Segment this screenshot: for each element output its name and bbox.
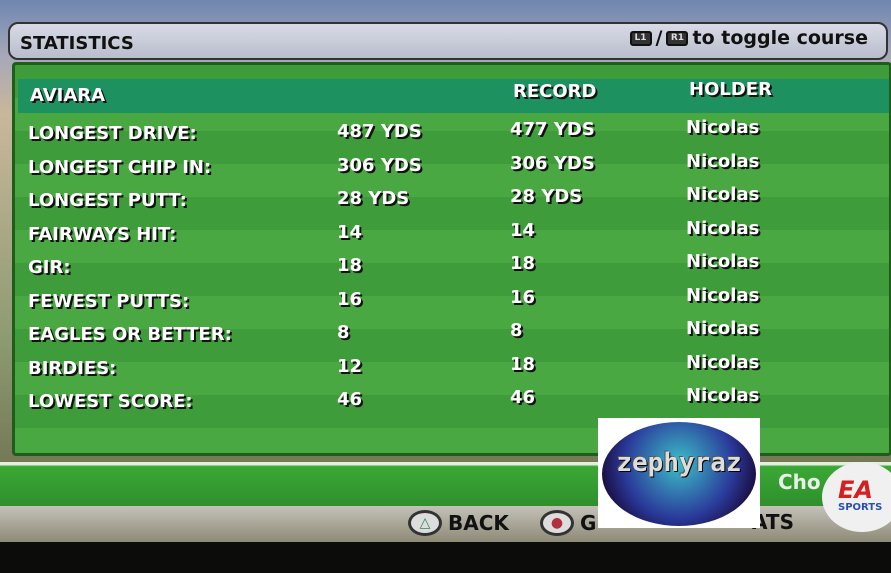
stat-value: 28 YDS bbox=[337, 188, 410, 209]
stat-record: 18 bbox=[510, 253, 536, 274]
watermark-text: zephyraz bbox=[616, 448, 742, 478]
stat-record: 14 bbox=[510, 219, 536, 241]
stat-holder: Nicolas bbox=[686, 284, 760, 306]
hint-separator: / bbox=[655, 27, 663, 49]
holder-column-header: HOLDER bbox=[689, 79, 772, 100]
back-label: BACK bbox=[448, 511, 509, 535]
stat-row: LONGEST CHIP IN: 306 YDS 306 YDS Nicolas bbox=[15, 151, 889, 184]
header-bar: STATISTICS L1 / R1 to toggle course bbox=[8, 22, 888, 60]
stat-value: 14 bbox=[337, 221, 363, 243]
stat-row: LONGEST DRIVE: 487 YDS 477 YDS Nicolas bbox=[15, 117, 889, 150]
stat-holder: Nicolas bbox=[686, 217, 760, 239]
circle-button-icon: ● bbox=[540, 510, 574, 536]
stat-value: 18 bbox=[337, 255, 363, 276]
screen-bezel bbox=[0, 542, 891, 573]
ea-logo-text: EA bbox=[838, 476, 873, 504]
stat-row: LONGEST PUTT: 28 YDS 28 YDS Nicolas bbox=[15, 184, 889, 217]
stat-holder: Nicolas bbox=[686, 117, 760, 138]
stat-record: 18 bbox=[510, 353, 536, 375]
stat-holder: Nicolas bbox=[686, 150, 760, 172]
stat-record: 28 YDS bbox=[510, 186, 583, 207]
stat-record: 46 bbox=[510, 387, 536, 408]
stat-value: 12 bbox=[337, 355, 363, 377]
circle-action-label: G bbox=[580, 511, 597, 535]
zephyraz-watermark: zephyraz bbox=[598, 418, 760, 528]
record-column-header: RECORD bbox=[513, 81, 597, 102]
page-title: STATISTICS bbox=[20, 33, 134, 54]
course-name: AVIARA bbox=[30, 85, 106, 106]
stat-holder: Nicolas bbox=[686, 351, 760, 373]
stat-value: 8 bbox=[337, 322, 350, 343]
stat-label: BIRDIES: bbox=[28, 357, 117, 379]
stat-record: 8 bbox=[510, 320, 523, 341]
stat-row: LOWEST SCORE: 46 46 Nicolas bbox=[15, 385, 889, 418]
stat-row: BIRDIES: 12 18 Nicolas bbox=[15, 352, 889, 385]
stat-row: GIR: 18 18 Nicolas bbox=[15, 251, 889, 284]
stat-holder: Nicolas bbox=[686, 251, 760, 272]
help-text: Cho bbox=[778, 470, 821, 494]
stat-label: GIR: bbox=[28, 257, 71, 278]
stat-label: LONGEST PUTT: bbox=[28, 190, 187, 211]
stat-value: 16 bbox=[337, 288, 363, 310]
stat-label: LONGEST CHIP IN: bbox=[28, 156, 212, 178]
stat-row: FEWEST PUTTS: 16 16 Nicolas bbox=[15, 285, 889, 318]
hint-text: to toggle course bbox=[692, 27, 868, 49]
stat-value: 46 bbox=[337, 389, 363, 410]
stat-record: 477 YDS bbox=[510, 119, 595, 140]
stat-record: 16 bbox=[510, 286, 536, 308]
stat-label: EAGLES OR BETTER: bbox=[28, 324, 232, 345]
ea-logo-subtext: SPORTS bbox=[838, 502, 883, 513]
stat-label: LONGEST DRIVE: bbox=[28, 123, 197, 144]
stat-label: FEWEST PUTTS: bbox=[28, 290, 190, 312]
back-button[interactable]: △ BACK bbox=[408, 510, 509, 536]
stat-record: 306 YDS bbox=[510, 152, 595, 174]
stats-panel: AVIARA RECORD HOLDER LONGEST DRIVE: 487 Y… bbox=[12, 62, 891, 456]
stat-row: EAGLES OR BETTER: 8 8 Nicolas bbox=[15, 318, 889, 351]
table-header: AVIARA RECORD HOLDER bbox=[18, 79, 889, 113]
stat-label: LOWEST SCORE: bbox=[28, 391, 193, 412]
stat-label: FAIRWAYS HIT: bbox=[28, 223, 177, 245]
stat-row: FAIRWAYS HIT: 14 14 Nicolas bbox=[15, 218, 889, 251]
watermark-disc bbox=[602, 422, 756, 526]
stat-value: 487 YDS bbox=[337, 121, 422, 142]
stat-holder: Nicolas bbox=[686, 318, 760, 339]
ea-sports-logo: EA SPORTS bbox=[822, 462, 891, 532]
triangle-button-icon: △ bbox=[408, 510, 442, 536]
r1-button-icon: R1 bbox=[666, 30, 689, 46]
circle-action-button[interactable]: ● G bbox=[540, 510, 596, 536]
stat-holder: Nicolas bbox=[686, 184, 760, 205]
toggle-course-hint: L1 / R1 to toggle course bbox=[629, 27, 868, 49]
stat-holder: Nicolas bbox=[686, 385, 760, 406]
stat-value: 306 YDS bbox=[337, 154, 422, 176]
l1-button-icon: L1 bbox=[629, 30, 652, 46]
